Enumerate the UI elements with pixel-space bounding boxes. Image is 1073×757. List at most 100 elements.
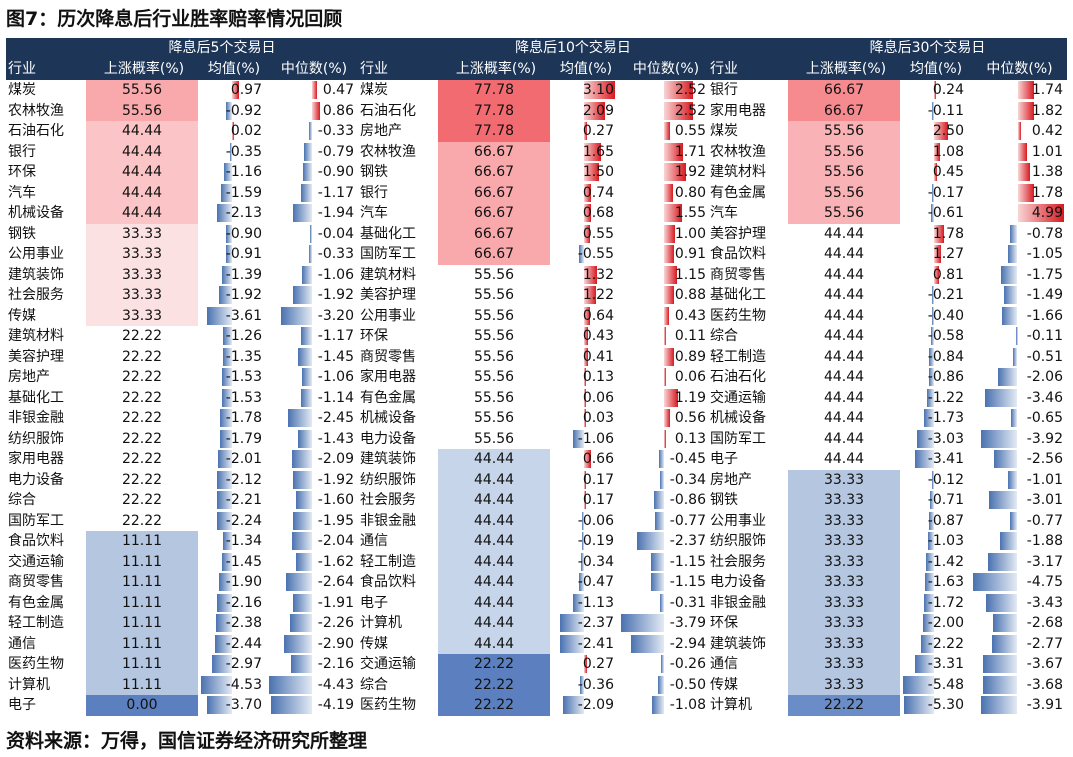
median-value: -0.65 — [1026, 410, 1063, 426]
data-bar — [219, 409, 232, 427]
data-bar — [283, 634, 312, 653]
mean-value: -0.55 — [577, 246, 614, 262]
mean-value: 0.55 — [582, 225, 614, 242]
data-bar — [584, 183, 592, 202]
probability-cell: 44.44 — [438, 449, 550, 470]
data-bar — [1008, 470, 1018, 489]
mean-value: 1.08 — [932, 143, 964, 160]
median-cell: -1.91 — [266, 593, 358, 614]
median-cell: -1.43 — [266, 429, 358, 450]
mean-value: 0.68 — [582, 205, 614, 221]
mean-cell: -3.31 — [900, 654, 968, 675]
mean-cell: 1.22 — [550, 285, 618, 306]
mean-cell: 1.65 — [550, 142, 618, 163]
probability-cell: 44.44 — [86, 203, 198, 224]
median-cell: -3.43 — [968, 593, 1067, 614]
median-value: 2.52 — [674, 82, 706, 98]
data-bar — [298, 429, 312, 448]
data-bar — [664, 81, 693, 99]
data-bar — [985, 388, 1018, 407]
mean-value: -0.06 — [577, 512, 614, 529]
table-row: 煤炭 55.56 0.97 0.47 煤炭 77.78 3.10 2.52 银行 66.67 0.2… — [6, 80, 1067, 101]
mean-value: 1.78 — [932, 225, 964, 242]
mean-value: -2.37 — [577, 615, 614, 631]
industry-cell: 纺织服饰 — [8, 430, 64, 447]
industry-cell: 电力设备 — [360, 430, 416, 447]
mean-cell: -2.38 — [198, 613, 266, 634]
median-value: -0.79 — [317, 143, 354, 160]
median-value: 1.74 — [1031, 82, 1063, 98]
column-header: 中位数(%) — [632, 61, 700, 77]
industry-cell: 建筑材料 — [710, 164, 766, 180]
median-value: 0.55 — [674, 123, 706, 139]
mean-cell: -3.70 — [198, 695, 266, 716]
mean-cell: 0.24 — [900, 80, 968, 101]
median-value: -1.62 — [317, 553, 354, 570]
probability-cell: 44.44 — [438, 551, 550, 572]
median-cell: -1.01 — [968, 470, 1067, 491]
median-value: 1.82 — [1031, 102, 1063, 119]
industry-cell: 建筑装饰 — [360, 451, 416, 467]
industry-cell: 汽车 — [360, 205, 388, 221]
mean-cell: -2.41 — [550, 634, 618, 655]
industry-cell: 公用事业 — [360, 307, 416, 324]
industry-cell: 交通运输 — [710, 389, 766, 406]
probability-cell: 22.22 — [788, 695, 900, 716]
mean-value: -0.11 — [927, 102, 964, 119]
mean-cell: -2.13 — [198, 203, 266, 224]
probability-cell: 44.44 — [788, 244, 900, 265]
median-cell: 2.52 — [618, 80, 710, 101]
data-bar — [584, 142, 601, 161]
median-cell: -2.09 — [266, 449, 358, 470]
mean-value: -1.79 — [225, 430, 262, 447]
mean-value: 0.24 — [932, 82, 964, 98]
mean-value: 0.27 — [582, 656, 614, 672]
data-bar — [229, 142, 232, 161]
data-bar — [655, 511, 664, 530]
median-cell: -0.31 — [618, 593, 710, 614]
data-bar — [998, 368, 1018, 386]
data-bar — [927, 388, 934, 407]
median-cell: -3.91 — [968, 695, 1067, 716]
median-cell: 0.86 — [266, 101, 358, 122]
median-value: -1.60 — [317, 492, 354, 508]
mean-value: -0.40 — [927, 307, 964, 324]
data-bar — [560, 614, 584, 632]
industry-cell: 美容护理 — [710, 225, 766, 242]
industry-cell: 电力设备 — [710, 574, 766, 590]
probability-cell: 0.00 — [86, 695, 198, 716]
probability-cell: 77.78 — [438, 80, 550, 101]
industry-cell: 环保 — [360, 328, 388, 344]
industry-cell: 煤炭 — [710, 123, 738, 139]
data-bar — [660, 593, 664, 612]
median-value: -1.88 — [1026, 533, 1063, 549]
probability-cell: 44.44 — [438, 572, 550, 593]
data-bar — [1017, 142, 1027, 161]
mean-cell: -0.17 — [900, 183, 968, 204]
mean-value: -0.12 — [927, 471, 964, 488]
mean-cell: -1.92 — [198, 285, 266, 306]
median-cell: -0.79 — [266, 142, 358, 163]
industry-cell: 计算机 — [710, 697, 752, 713]
mean-value: -0.17 — [927, 184, 964, 201]
median-value: 0.91 — [674, 246, 706, 262]
mean-value: -0.91 — [225, 246, 262, 262]
table-row: 社会服务 33.33 -1.92 -1.92 美容护理 55.56 1.22 0.88 基础化工… — [6, 285, 1067, 306]
median-cell: -2.68 — [968, 613, 1067, 634]
median-cell: -0.33 — [266, 244, 358, 265]
data-bar — [621, 614, 664, 632]
data-bar — [664, 122, 671, 140]
data-bar — [1015, 327, 1018, 345]
table-row: 商贸零售 11.11 -1.90 -2.64 食品饮料 44.44 -0.47 -1.15 电力… — [6, 572, 1067, 593]
mean-cell: -1.34 — [198, 531, 266, 552]
industry-cell: 房地产 — [710, 471, 752, 488]
data-bar — [584, 101, 605, 120]
mean-cell: -1.63 — [900, 572, 968, 593]
mean-value: -3.03 — [927, 430, 964, 447]
mean-value: 2.50 — [932, 123, 964, 139]
table-row: 石油石化 44.44 0.02 -0.33 房地产 77.78 0.27 0.55 煤炭 55.5… — [6, 121, 1067, 142]
data-bar — [584, 286, 597, 304]
page-title: 图7：历次降息后行业胜率赔率情况回顾 — [6, 8, 343, 30]
mean-value: 2.09 — [582, 102, 614, 119]
mean-cell: -0.55 — [550, 244, 618, 265]
